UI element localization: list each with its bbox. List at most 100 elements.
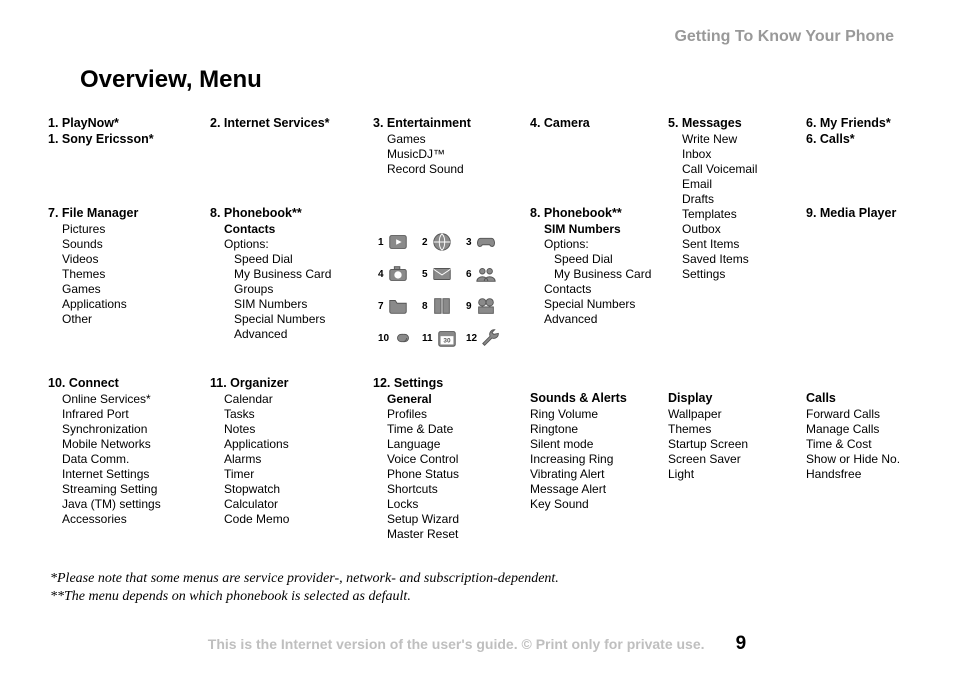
list-item: Time & Cost <box>806 437 954 452</box>
num-label: 5 <box>422 269 428 280</box>
list-item: Manage Calls <box>806 422 954 437</box>
menu-6b: 6. Calls* <box>806 132 954 148</box>
num-label: 10 <box>378 333 389 344</box>
menu-7: 7. File Manager <box>48 206 198 222</box>
list-item: Themes <box>668 422 818 437</box>
subheading: Sounds & Alerts <box>530 391 680 407</box>
list-item: My Business Card <box>234 267 360 282</box>
list-item: Silent mode <box>530 437 680 452</box>
list-item: Advanced <box>544 312 680 327</box>
list-item: Ring Volume <box>530 407 680 422</box>
num-label: 11 <box>422 333 433 344</box>
num-label: 4 <box>378 269 384 280</box>
list-item: Key Sound <box>530 497 680 512</box>
list-item: Tasks <box>224 407 360 422</box>
list-item: Sounds <box>62 237 198 252</box>
list-item: Startup Screen <box>668 437 818 452</box>
num-label: 2 <box>422 237 428 248</box>
list-item: Synchronization <box>62 422 198 437</box>
list-item: Advanced <box>234 327 360 342</box>
list-item: My Business Card <box>554 267 680 282</box>
menu-1b: 1. Sony Ericsson* <box>48 132 198 148</box>
footnote-1: *Please note that some menus are service… <box>50 570 559 588</box>
list-item: Settings <box>682 267 818 282</box>
subheading: Calls <box>806 391 954 407</box>
list-item: Screen Saver <box>668 452 818 467</box>
num-label: 7 <box>378 301 384 312</box>
list-item: Outbox <box>682 222 818 237</box>
list-item: Voice Control <box>387 452 523 467</box>
menu-8b: 8. Phonebook** <box>530 206 680 222</box>
list-item: Code Memo <box>224 512 360 527</box>
list-item: Message Alert <box>530 482 680 497</box>
list-item: Mobile Networks <box>62 437 198 452</box>
list-item: Speed Dial <box>234 252 360 267</box>
list-item: Streaming Setting <box>62 482 198 497</box>
list-item: Record Sound <box>387 162 523 177</box>
list-item: Themes <box>62 267 198 282</box>
list-item: Data Comm. <box>62 452 198 467</box>
people-icon <box>475 263 497 285</box>
list-item: Time & Date <box>387 422 523 437</box>
list-item: Internet Settings <box>62 467 198 482</box>
list-item: Applications <box>62 297 198 312</box>
list-item: Call Voicemail <box>682 162 818 177</box>
list-item: Special Numbers <box>234 312 360 327</box>
list-item: Stopwatch <box>224 482 360 497</box>
list-item: Ringtone <box>530 422 680 437</box>
subheading: General <box>387 392 523 407</box>
num-label: 12 <box>466 333 477 344</box>
svg-text:30: 30 <box>443 338 451 345</box>
list-item: Calculator <box>224 497 360 512</box>
list-item: Videos <box>62 252 198 267</box>
list-item: Profiles <box>387 407 523 422</box>
menu-2: 2. Internet Services* <box>210 116 360 132</box>
list-item: Locks <box>387 497 523 512</box>
list-item: Special Numbers <box>544 297 680 312</box>
folder-icon <box>387 295 409 317</box>
calendar-icon: 30 <box>436 327 458 349</box>
menu-3: 3. Entertainment <box>373 116 523 132</box>
list-item: Games <box>62 282 198 297</box>
list-item: Inbox <box>682 147 818 162</box>
list-item: Alarms <box>224 452 360 467</box>
list-item: Contacts <box>544 282 680 297</box>
list-item: Shortcuts <box>387 482 523 497</box>
footer-text: This is the Internet version of the user… <box>208 636 705 652</box>
list-item: SIM Numbers <box>234 297 360 312</box>
list-item: Pictures <box>62 222 198 237</box>
menu-4: 4. Camera <box>530 116 680 132</box>
list-item: Speed Dial <box>554 252 680 267</box>
menu-10: 10. Connect <box>48 376 198 392</box>
list-item: Options: <box>224 237 360 252</box>
page-footer: This is the Internet version of the user… <box>0 633 954 655</box>
list-item: Infrared Port <box>62 407 198 422</box>
num-label: 1 <box>378 237 384 248</box>
num-label: 9 <box>466 301 472 312</box>
page-number: 9 <box>736 633 747 654</box>
list-item: Show or Hide No. <box>806 452 954 467</box>
list-item: Games <box>387 132 523 147</box>
list-item: Light <box>668 467 818 482</box>
list-item: Handsfree <box>806 467 954 482</box>
menu-12: 12. Settings <box>373 376 523 392</box>
link-icon <box>392 327 414 349</box>
num-label: 3 <box>466 237 472 248</box>
page-title: Overview, Menu <box>80 66 262 94</box>
subheading: SIM Numbers <box>544 222 680 237</box>
footnote-2: **The menu depends on which phonebook is… <box>50 588 559 606</box>
list-item: Master Reset <box>387 527 523 542</box>
list-item: Applications <box>224 437 360 452</box>
book-icon <box>431 295 453 317</box>
section-header: Getting To Know Your Phone <box>674 28 894 46</box>
list-item: Forward Calls <box>806 407 954 422</box>
film-icon <box>475 295 497 317</box>
list-item: Notes <box>224 422 360 437</box>
list-item: Groups <box>234 282 360 297</box>
list-item: Wallpaper <box>668 407 818 422</box>
menu-6a: 6. My Friends* <box>806 116 954 132</box>
num-label: 6 <box>466 269 472 280</box>
list-item: Vibrating Alert <box>530 467 680 482</box>
menu-11: 11. Organizer <box>210 376 360 392</box>
menu-8a: 8. Phonebook** <box>210 206 360 222</box>
